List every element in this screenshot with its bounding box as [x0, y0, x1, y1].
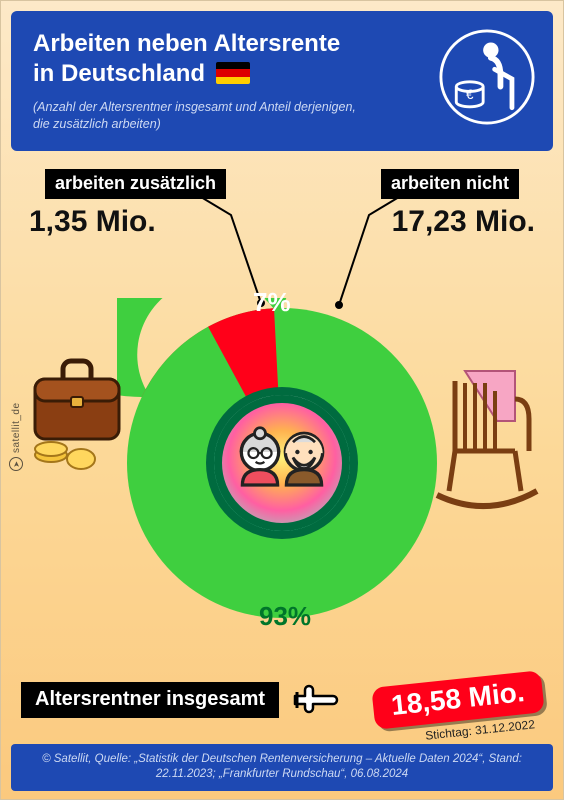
germany-flag-icon	[216, 62, 250, 84]
watermark-text: satellit_de	[11, 402, 22, 453]
pensioner-coin-icon: €	[439, 29, 535, 125]
svg-text:€: €	[466, 87, 474, 102]
subtitle: (Anzahl der Altersrentner insgesamt und …	[33, 99, 373, 133]
title: Arbeiten neben Altersrente in Deutschlan…	[33, 29, 393, 89]
header-panel: Arbeiten neben Altersrente in Deutschlan…	[11, 11, 553, 151]
footer-source: © Satellit, Quelle: „Statistik der Deuts…	[11, 744, 553, 791]
donut-center	[214, 395, 350, 531]
pct-not-working: 93%	[259, 601, 311, 632]
total-label: Altersrentner insgesamt	[21, 682, 279, 718]
elderly-couple-icon	[227, 423, 337, 503]
title-line-1: Arbeiten neben Altersrente	[33, 30, 340, 57]
pointing-hand-icon	[291, 682, 339, 718]
watermark: ➤ satellit_de	[9, 402, 23, 471]
briefcase-coins-icon	[25, 351, 135, 471]
title-line-2: in Deutschland	[33, 60, 205, 87]
rocking-chair-icon	[425, 361, 545, 511]
pct-working: 7%	[253, 287, 291, 318]
total-row: Altersrentner insgesamt 18,58 Mio.	[21, 679, 543, 721]
watermark-icon: ➤	[9, 457, 23, 471]
chart-area: arbeiten zusätzlich arbeiten nicht 1,35 …	[1, 151, 563, 671]
